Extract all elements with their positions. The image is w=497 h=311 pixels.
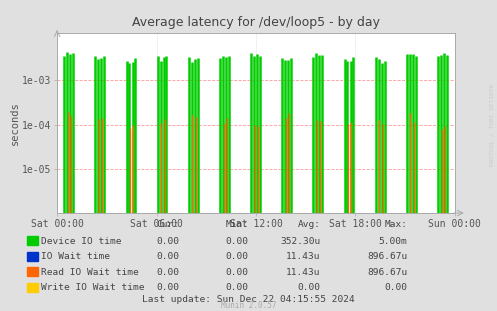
Text: Avg:: Avg:	[298, 220, 321, 229]
Text: 0.00: 0.00	[226, 237, 248, 245]
Text: 0.00: 0.00	[156, 237, 179, 245]
Text: 0.00: 0.00	[226, 283, 248, 292]
Text: Last update: Sun Dec 22 04:15:55 2024: Last update: Sun Dec 22 04:15:55 2024	[142, 295, 355, 304]
Text: Max:: Max:	[385, 220, 408, 229]
Text: 5.00m: 5.00m	[379, 237, 408, 245]
Text: 0.00: 0.00	[385, 283, 408, 292]
Text: 0.00: 0.00	[298, 283, 321, 292]
Text: Cur:: Cur:	[156, 220, 179, 229]
Text: 896.67u: 896.67u	[367, 252, 408, 261]
Text: 0.00: 0.00	[226, 252, 248, 261]
Text: 352.30u: 352.30u	[280, 237, 321, 245]
Text: 896.67u: 896.67u	[367, 268, 408, 276]
Text: 0.00: 0.00	[156, 252, 179, 261]
Text: 0.00: 0.00	[156, 268, 179, 276]
Text: Min:: Min:	[226, 220, 248, 229]
Text: Write IO Wait time: Write IO Wait time	[41, 283, 145, 292]
Text: Device IO time: Device IO time	[41, 237, 122, 245]
Text: 11.43u: 11.43u	[286, 252, 321, 261]
Text: Munin 2.0.57: Munin 2.0.57	[221, 301, 276, 310]
Text: 11.43u: 11.43u	[286, 268, 321, 276]
Y-axis label: seconds: seconds	[9, 101, 19, 145]
Text: RRDTOOL / TOBI OETIKER: RRDTOOL / TOBI OETIKER	[490, 83, 495, 166]
Title: Average latency for /dev/loop5 - by day: Average latency for /dev/loop5 - by day	[132, 16, 380, 29]
Text: Read IO Wait time: Read IO Wait time	[41, 268, 139, 276]
Text: IO Wait time: IO Wait time	[41, 252, 110, 261]
Text: 0.00: 0.00	[156, 283, 179, 292]
Text: 0.00: 0.00	[226, 268, 248, 276]
